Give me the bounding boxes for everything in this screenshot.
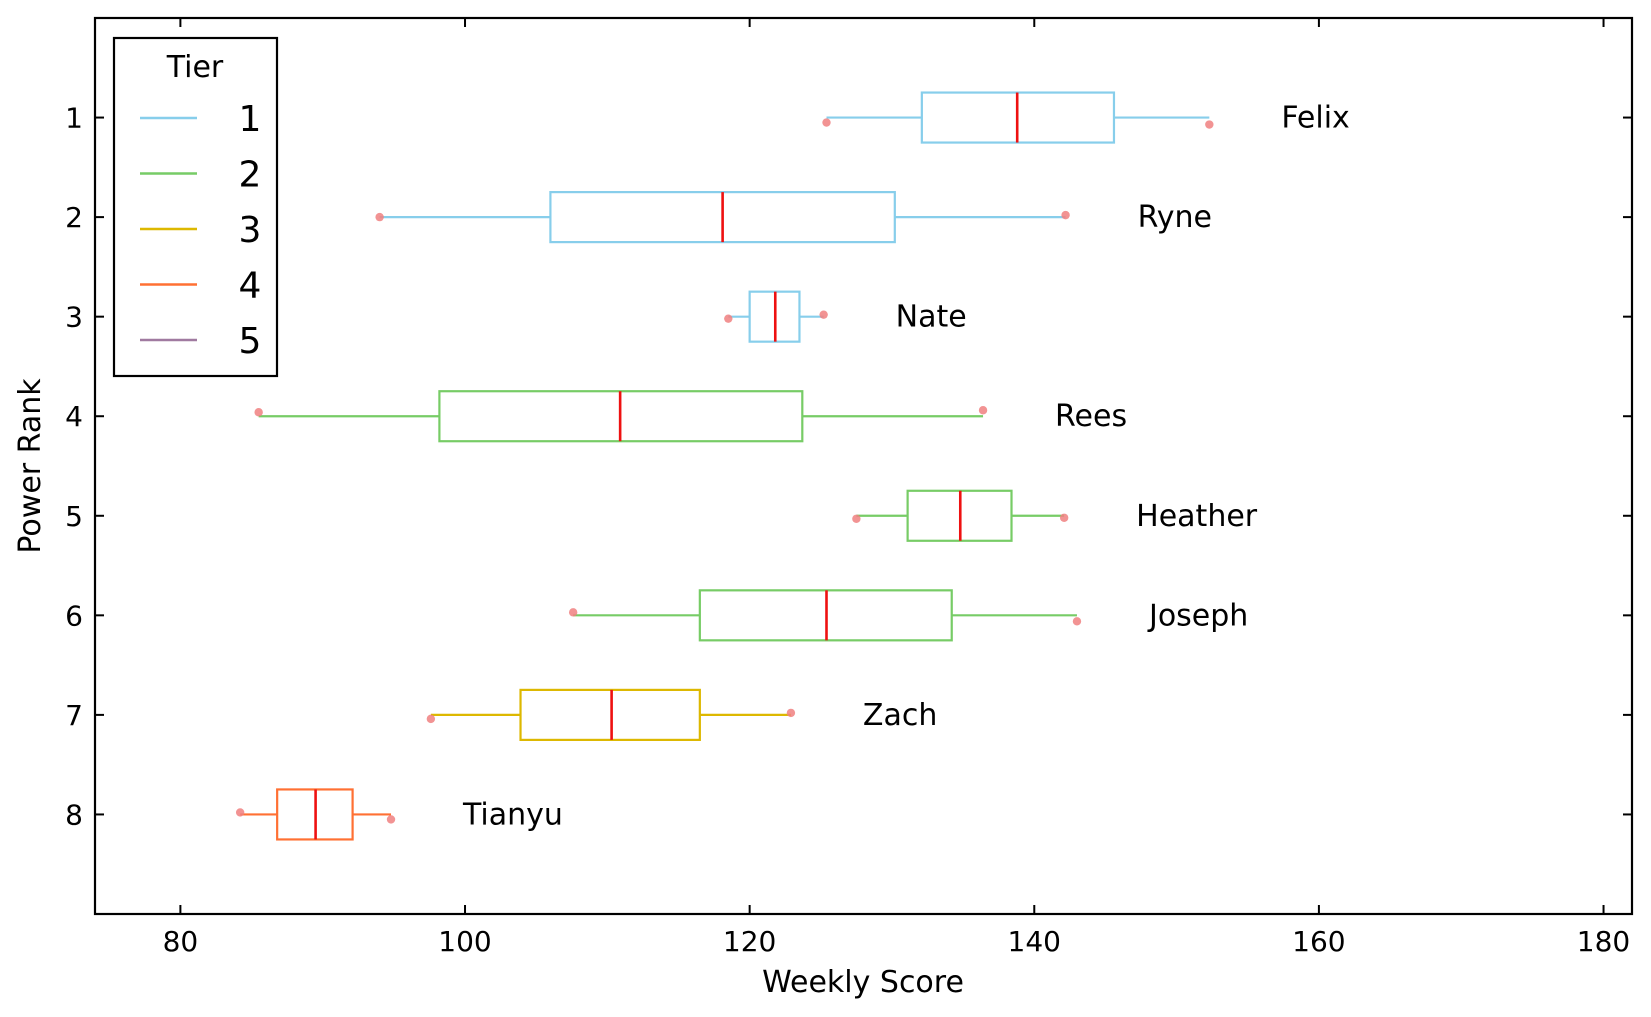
extreme-point xyxy=(786,708,796,718)
legend-entry-tier-2: 2 xyxy=(140,155,261,196)
player-label: Heather xyxy=(1136,499,1258,534)
box-group-joseph: Joseph xyxy=(568,589,1248,642)
extreme-point xyxy=(978,406,988,415)
x-axis-title: Weekly Score xyxy=(762,965,964,1000)
player-label: Ryne xyxy=(1138,200,1212,235)
box-group-zach: Zach xyxy=(426,688,937,741)
legend-entry-tier-4: 4 xyxy=(140,266,261,307)
extreme-point xyxy=(1072,617,1082,626)
y-tick-label: 4 xyxy=(65,400,83,433)
player-label: Zach xyxy=(863,698,937,733)
extreme-point xyxy=(426,714,436,724)
legend-entry-tier-5: 5 xyxy=(140,321,261,362)
plot-frame xyxy=(93,16,1634,916)
extreme-point xyxy=(1061,210,1070,220)
y-tick-label: 2 xyxy=(65,201,83,234)
x-tick-label: 160 xyxy=(1292,925,1345,958)
box-group-tianyu: Tianyu xyxy=(235,788,563,841)
x-tick-label: 180 xyxy=(1577,925,1630,958)
legend-label: 3 xyxy=(239,210,262,251)
y-tick-label: 1 xyxy=(65,102,83,135)
legend-label: 4 xyxy=(239,266,262,307)
extreme-point xyxy=(235,808,245,817)
extreme-point xyxy=(568,608,578,617)
axis-ticks: 80 100 120 140 160 180 1 2 3 4 5 6 7 8 xyxy=(65,18,1632,958)
y-tick-label: 5 xyxy=(65,500,83,533)
y-tick-label: 6 xyxy=(65,599,83,632)
extreme-point xyxy=(375,212,384,222)
player-label: Felix xyxy=(1281,101,1350,136)
player-label: Joseph xyxy=(1147,598,1248,633)
extreme-point xyxy=(852,514,861,523)
legend-label: 5 xyxy=(239,321,262,362)
legend-box xyxy=(112,36,279,378)
x-tick-label: 140 xyxy=(1008,925,1061,958)
legend-label: 2 xyxy=(239,155,262,196)
extreme-point xyxy=(819,310,828,319)
extreme-point xyxy=(386,815,396,824)
y-tick-label: 7 xyxy=(65,699,83,732)
box-group-heather: Heather xyxy=(852,489,1258,542)
x-tick-label: 100 xyxy=(438,925,491,958)
legend-entry-tier-1: 1 xyxy=(140,99,261,140)
iqr-box xyxy=(519,688,701,741)
extreme-point xyxy=(1059,513,1069,522)
legend-entry-tier-3: 3 xyxy=(140,210,261,251)
legend-label: 1 xyxy=(239,99,262,140)
x-tick-label: 120 xyxy=(723,925,776,958)
y-tick-label: 3 xyxy=(65,301,83,334)
box-group-rees: Rees xyxy=(254,390,1127,443)
extreme-point xyxy=(822,118,831,127)
legend-title: Tier xyxy=(166,50,224,85)
y-axis-title: Power Rank xyxy=(13,378,48,554)
player-label: Nate xyxy=(896,300,967,335)
box-group-nate: Nate xyxy=(724,290,967,343)
extreme-point xyxy=(254,408,263,417)
box-group-felix: Felix xyxy=(822,91,1350,144)
legend: Tier 1 2 3 4 5 xyxy=(112,36,279,378)
y-tick-label: 8 xyxy=(65,798,83,831)
x-tick-label: 80 xyxy=(163,925,199,958)
player-label: Rees xyxy=(1055,399,1127,434)
box-group-ryne: Ryne xyxy=(375,191,1212,244)
extreme-point xyxy=(724,314,733,323)
extreme-point xyxy=(1205,120,1214,129)
player-label: Tianyu xyxy=(462,797,563,832)
plot-area: Felix Ryne Nate Rees Heather Joseph Zach Tianyu xyxy=(235,91,1350,841)
